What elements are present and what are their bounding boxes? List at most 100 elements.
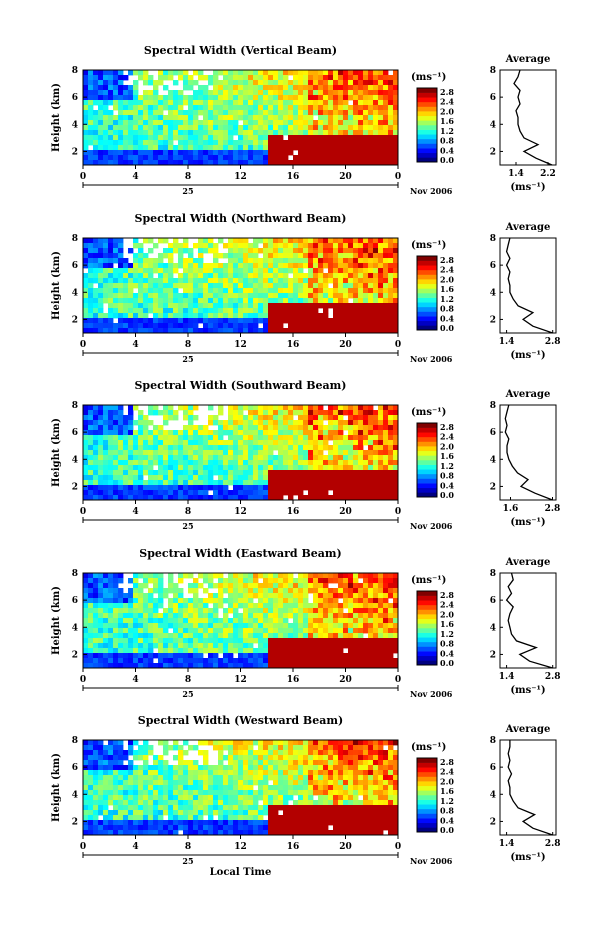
heatmap-cell bbox=[183, 440, 189, 446]
heatmap-cell bbox=[358, 603, 364, 609]
heatmap-cell bbox=[203, 238, 209, 244]
heatmap-cell bbox=[368, 308, 374, 314]
heatmap-cell bbox=[143, 145, 149, 151]
heatmap-cell bbox=[328, 653, 334, 659]
heatmap-cell bbox=[243, 658, 249, 664]
heatmap-cell bbox=[118, 588, 124, 594]
heatmap-cell bbox=[263, 465, 269, 471]
heatmap-cell bbox=[113, 80, 119, 86]
heatmap-cell bbox=[368, 420, 374, 426]
colorbar-swatch bbox=[417, 138, 437, 144]
heatmap-cell bbox=[353, 318, 359, 324]
heatmap-cell bbox=[203, 293, 209, 299]
heatmap-cell bbox=[298, 75, 304, 81]
heatmap-cell bbox=[303, 598, 309, 604]
profile-title: Average bbox=[505, 557, 551, 568]
heatmap-cell bbox=[373, 238, 379, 244]
heatmap-cell bbox=[368, 253, 374, 259]
heatmap-cell bbox=[203, 440, 209, 446]
heatmap-cell bbox=[178, 145, 184, 151]
heatmap-cell bbox=[358, 475, 364, 481]
heatmap-cell bbox=[243, 288, 249, 294]
heatmap-cell bbox=[223, 598, 229, 604]
heatmap-cell bbox=[263, 243, 269, 249]
heatmap-cell bbox=[93, 125, 99, 131]
heatmap-cell bbox=[93, 830, 99, 836]
heatmap-cell bbox=[168, 415, 174, 421]
heatmap-cell bbox=[273, 628, 279, 634]
heatmap-cell bbox=[108, 588, 114, 594]
heatmap-cell bbox=[358, 643, 364, 649]
colorbar-tick-label: 2.4 bbox=[440, 265, 454, 275]
heatmap-cell bbox=[133, 490, 139, 496]
heatmap-cell bbox=[238, 653, 244, 659]
heatmap-cell bbox=[153, 263, 159, 269]
heatmap-cell bbox=[368, 318, 374, 324]
heatmap-cell bbox=[213, 490, 219, 496]
heatmap-cell bbox=[118, 810, 124, 816]
heatmap-cell bbox=[328, 603, 334, 609]
heatmap-cell bbox=[88, 253, 94, 259]
heatmap-cell bbox=[118, 593, 124, 599]
heatmap-cell bbox=[138, 95, 144, 101]
heatmap-cell bbox=[148, 420, 154, 426]
heatmap-cell bbox=[348, 90, 354, 96]
heatmap-cell bbox=[233, 120, 239, 126]
heatmap-cell bbox=[103, 603, 109, 609]
heatmap-cell bbox=[188, 608, 194, 614]
colorbar-swatch bbox=[417, 269, 437, 275]
heatmap-cell bbox=[348, 308, 354, 314]
heatmap-cell bbox=[298, 125, 304, 131]
heatmap-cell bbox=[123, 323, 129, 329]
heatmap-cell bbox=[253, 253, 259, 259]
heatmap-cell bbox=[198, 135, 204, 141]
heatmap-cell bbox=[163, 323, 169, 329]
heatmap-cell bbox=[153, 633, 159, 639]
heatmap-cell bbox=[373, 243, 379, 249]
x-tick-label: 8 bbox=[185, 675, 191, 685]
heatmap-cell bbox=[103, 750, 109, 756]
heatmap-cell bbox=[388, 435, 394, 441]
heatmap-cell bbox=[253, 658, 259, 664]
heatmap-cell bbox=[168, 328, 174, 334]
heatmap-cell bbox=[353, 100, 359, 106]
heatmap-cell bbox=[383, 480, 389, 486]
heatmap-cell bbox=[253, 420, 259, 426]
heatmap-cell bbox=[223, 263, 229, 269]
heatmap-cell bbox=[338, 288, 344, 294]
heatmap-cell bbox=[343, 130, 349, 136]
heatmap-cell bbox=[188, 100, 194, 106]
heatmap-cell bbox=[273, 618, 279, 624]
heatmap-cell bbox=[173, 490, 179, 496]
heatmap-cell bbox=[343, 105, 349, 111]
heatmap-cell bbox=[223, 633, 229, 639]
heatmap-cell bbox=[143, 638, 149, 644]
heatmap-cell bbox=[178, 495, 184, 501]
heatmap-cell bbox=[248, 643, 254, 649]
heatmap-cell bbox=[348, 573, 354, 579]
heatmap-cell bbox=[213, 155, 219, 161]
heatmap-cell bbox=[333, 75, 339, 81]
heatmap-cell bbox=[123, 258, 129, 264]
heatmap-cell bbox=[283, 283, 289, 289]
heatmap-cell bbox=[108, 95, 114, 101]
heatmap-cell bbox=[238, 663, 244, 669]
heatmap-cell bbox=[303, 273, 309, 279]
heatmap-cell bbox=[133, 578, 139, 584]
heatmap-cell bbox=[248, 485, 254, 491]
heatmap-cell bbox=[83, 613, 89, 619]
heatmap-cell bbox=[178, 130, 184, 136]
heatmap-cell bbox=[103, 105, 109, 111]
heatmap-cell bbox=[93, 603, 99, 609]
heatmap-cell bbox=[183, 480, 189, 486]
heatmap-cell bbox=[208, 80, 214, 86]
heatmap-cell bbox=[253, 75, 259, 81]
heatmap-cell bbox=[143, 485, 149, 491]
heatmap-cell bbox=[318, 573, 324, 579]
x-tick-label: 20 bbox=[339, 675, 352, 685]
heatmap-cell bbox=[313, 425, 319, 431]
heatmap-cell bbox=[113, 460, 119, 466]
heatmap-cell bbox=[253, 623, 259, 629]
heatmap-cell bbox=[258, 490, 264, 496]
heatmap-cell bbox=[88, 323, 94, 329]
